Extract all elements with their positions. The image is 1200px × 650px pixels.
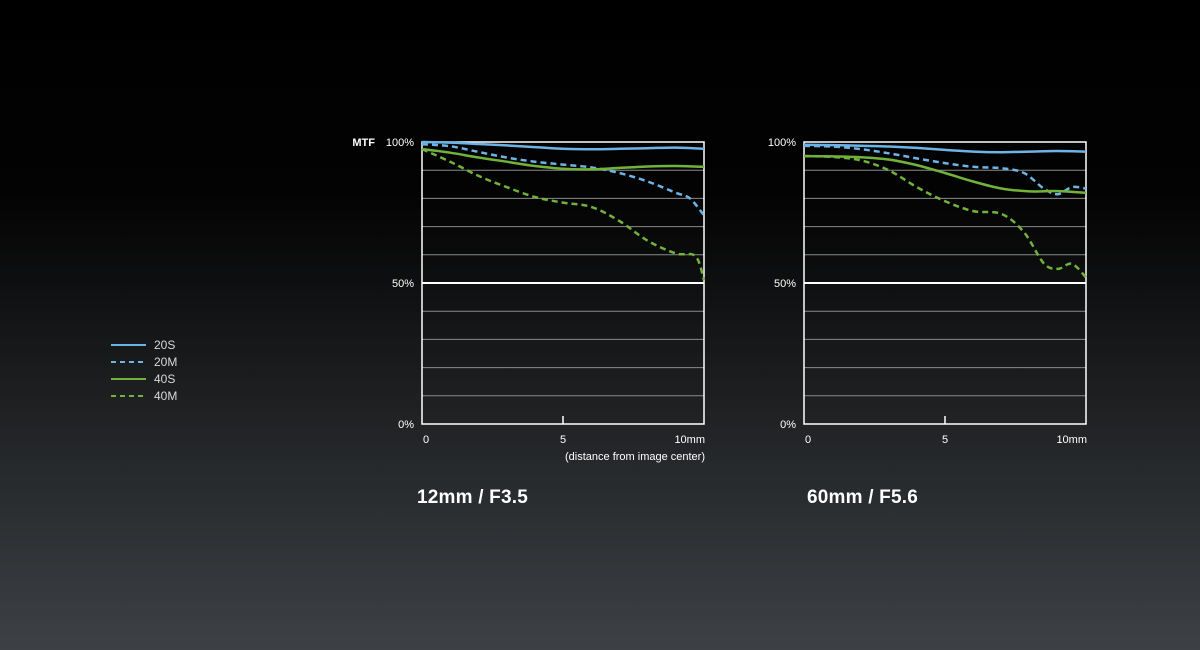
series-line-0-40m xyxy=(421,147,706,281)
y-tick-label-1-1: 50% xyxy=(774,278,796,290)
legend-swatch-20m xyxy=(111,360,146,363)
legend-label-40m: 40M xyxy=(154,388,178,403)
x-axis-label-0: (distance from image center) xyxy=(565,451,705,463)
y-tick-label-1-2: 100% xyxy=(768,137,796,149)
x-tick-label-1-2: 10mm xyxy=(1056,434,1087,446)
legend-item-40s: 40S xyxy=(111,370,231,387)
series-line-1-40s xyxy=(803,154,1087,195)
legend-swatch-40s xyxy=(111,377,146,380)
x-tick-label-0-0: 0 xyxy=(423,434,429,446)
x-tick-label-0-2: 10mm xyxy=(674,434,705,446)
y-axis-label-0: MTF xyxy=(352,137,375,149)
chart-title-12mm: 12mm / F3.5 xyxy=(417,487,528,508)
series-line-1-20m xyxy=(803,144,1087,196)
legend: 20S 20M 40S 40M xyxy=(111,336,231,404)
series-line-1-40m xyxy=(803,154,1087,279)
series-line-1-20s xyxy=(803,143,1087,154)
series-line-0-20m xyxy=(421,143,705,217)
legend-swatch-20s xyxy=(111,343,146,346)
y-tick-label-0-0: 0% xyxy=(398,419,414,431)
x-tick-label-0-1: 5 xyxy=(560,434,566,446)
y-tick-label-0-2: 100% xyxy=(386,137,414,149)
y-tick-label-1-0: 0% xyxy=(780,419,796,431)
legend-label-20s: 20S xyxy=(154,337,176,352)
y-tick-label-0-1: 50% xyxy=(392,278,414,290)
legend-label-40s: 40S xyxy=(154,371,176,386)
legend-item-20s: 20S xyxy=(111,336,231,353)
x-tick-label-1-1: 5 xyxy=(942,434,948,446)
legend-item-40m: 40M xyxy=(111,387,231,404)
series-line-0-20s xyxy=(421,140,705,151)
legend-swatch-40m xyxy=(111,394,146,397)
chart-title-60mm: 60mm / F5.6 xyxy=(807,487,918,508)
legend-item-20m: 20M xyxy=(111,353,231,370)
series-line-0-40s xyxy=(421,147,705,171)
legend-label-20m: 20M xyxy=(154,354,178,369)
x-tick-label-1-0: 0 xyxy=(805,434,811,446)
